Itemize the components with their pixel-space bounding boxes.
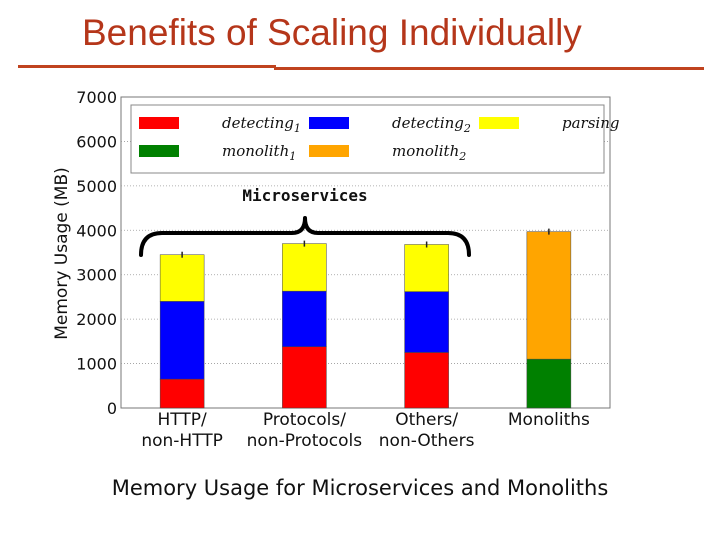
y-tick-label: 4000	[76, 221, 117, 240]
legend-label-detecting2: detecting2	[392, 114, 471, 135]
x-tick-label: non-HTTP	[141, 431, 223, 451]
legend-label-parsing: parsing	[562, 114, 619, 132]
x-tick-label: HTTP/	[158, 410, 208, 430]
x-tick-label: Monoliths	[508, 410, 590, 430]
microservices-brace	[139, 216, 471, 257]
microservices-annotation: Microservices	[242, 186, 367, 205]
y-tick-label: 5000	[76, 177, 117, 196]
bar-segment-detecting1	[159, 378, 205, 409]
y-axis-label: Memory Usage (MB)	[52, 167, 72, 340]
x-tick-label: Others/	[395, 410, 458, 430]
y-tick-label: 6000	[76, 132, 117, 151]
x-tick-label: non-Protocols	[247, 431, 363, 451]
y-tick-label: 1000	[76, 355, 117, 374]
y-tick-label: 0	[107, 399, 117, 418]
x-tick-label: Protocols/	[263, 410, 346, 430]
bar-segment-detecting2	[159, 301, 205, 380]
x-tick-label: non-Others	[379, 431, 475, 451]
legend-label-detecting1: detecting1	[222, 114, 301, 135]
y-tick-label: 7000	[76, 88, 117, 107]
legend-swatch-detecting2	[309, 117, 349, 129]
legend-box	[130, 104, 605, 174]
memory-usage-chart: 0 1000 2000 3000 4000 5000 6000 7000 Memory Usag…	[52, 88, 619, 451]
bar-segment-detecting2	[404, 291, 449, 353]
title-underline-left	[18, 65, 276, 68]
legend-swatch-parsing	[479, 117, 519, 129]
y-tick-label: 3000	[76, 266, 117, 285]
bar-segment-parsing	[404, 244, 449, 292]
slide-title: Benefits of Scaling Individually	[82, 12, 582, 53]
legend-subscript: 1	[294, 122, 301, 135]
title-underline-right	[274, 67, 704, 70]
legend-subscript: 2	[458, 150, 466, 163]
legend-label-monolith1: monolith1	[222, 142, 296, 163]
legend-swatch-detecting1	[139, 117, 179, 129]
bar-segment-parsing	[282, 243, 327, 292]
legend-swatch-monolith1	[139, 145, 179, 157]
y-tick-label: 2000	[76, 310, 117, 329]
legend-swatch-monolith2	[309, 145, 349, 157]
slide-caption: Memory Usage for Microservices and Monol…	[111, 476, 609, 500]
bar-segment-parsing	[159, 254, 205, 302]
legend-label-monolith2: monolith2	[392, 142, 466, 163]
bar-segment-monolith1	[526, 358, 572, 409]
bar-segment-monolith2	[526, 231, 572, 360]
bar-segment-detecting1	[404, 352, 449, 409]
bar-segment-detecting2	[282, 290, 327, 347]
bar-segment-detecting1	[282, 346, 327, 409]
legend-subscript: 1	[289, 150, 296, 163]
legend-subscript: 2	[463, 122, 471, 135]
